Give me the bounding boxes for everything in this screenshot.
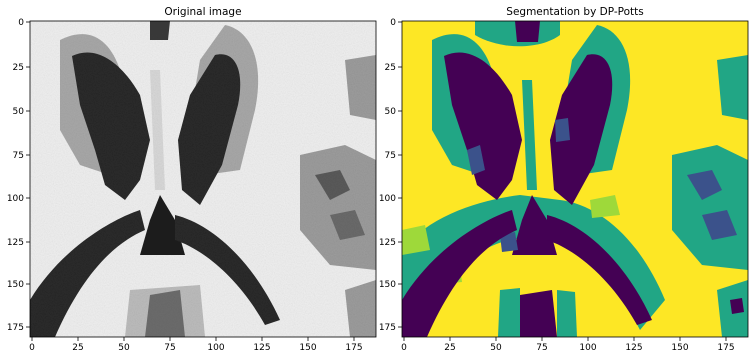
y-tick-label: 150 (379, 280, 396, 290)
x-tick-label: 0 (401, 343, 407, 352)
x-tick-label: 50 (490, 343, 502, 352)
x-tick-label: 150 (671, 343, 688, 352)
y-tick-label: 75 (385, 151, 396, 161)
y-tick-label: 175 (7, 323, 24, 333)
x-tick-label: 100 (207, 343, 224, 352)
y-tick-label: 50 (13, 107, 25, 117)
x-tick-label: 125 (625, 343, 642, 352)
original-axes-frame (29, 20, 377, 338)
original-x-ticks: 0 25 50 75 100 125 150 175 (29, 337, 363, 352)
x-tick-label: 75 (164, 343, 175, 352)
x-tick-label: 25 (72, 343, 83, 352)
segmentation-image (402, 21, 748, 337)
x-tick-label: 125 (253, 343, 270, 352)
y-tick-label: 50 (385, 107, 397, 117)
x-tick-label: 75 (536, 343, 547, 352)
segmentation-y-ticks: 0 25 50 75 100 125 150 175 (379, 18, 402, 333)
segmentation-x-ticks: 0 25 50 75 100 125 150 175 (401, 337, 735, 352)
x-tick-label: 50 (118, 343, 130, 352)
y-tick-label: 0 (18, 18, 24, 28)
original-y-ticks: 0 25 50 75 100 125 150 175 (7, 18, 30, 333)
y-tick-label: 0 (390, 18, 396, 28)
y-tick-label: 25 (13, 63, 24, 73)
y-tick-label: 100 (379, 194, 396, 204)
y-tick-label: 125 (379, 238, 396, 248)
x-tick-label: 150 (299, 343, 316, 352)
x-tick-label: 175 (717, 343, 734, 352)
x-tick-label: 0 (29, 343, 35, 352)
panel-title-original: Original image (164, 6, 241, 18)
y-tick-label: 125 (7, 238, 24, 248)
y-tick-label: 100 (7, 194, 24, 204)
y-tick-label: 75 (13, 151, 24, 161)
x-tick-label: 100 (579, 343, 596, 352)
y-tick-label: 25 (385, 63, 396, 73)
segmentation-axes-frame (401, 20, 749, 338)
panel-title-segmentation: Segmentation by DP-Potts (506, 6, 643, 18)
x-tick-label: 175 (345, 343, 362, 352)
original-image (30, 21, 376, 337)
y-tick-label: 150 (7, 280, 24, 290)
x-tick-label: 25 (444, 343, 455, 352)
y-tick-label: 175 (379, 323, 396, 333)
